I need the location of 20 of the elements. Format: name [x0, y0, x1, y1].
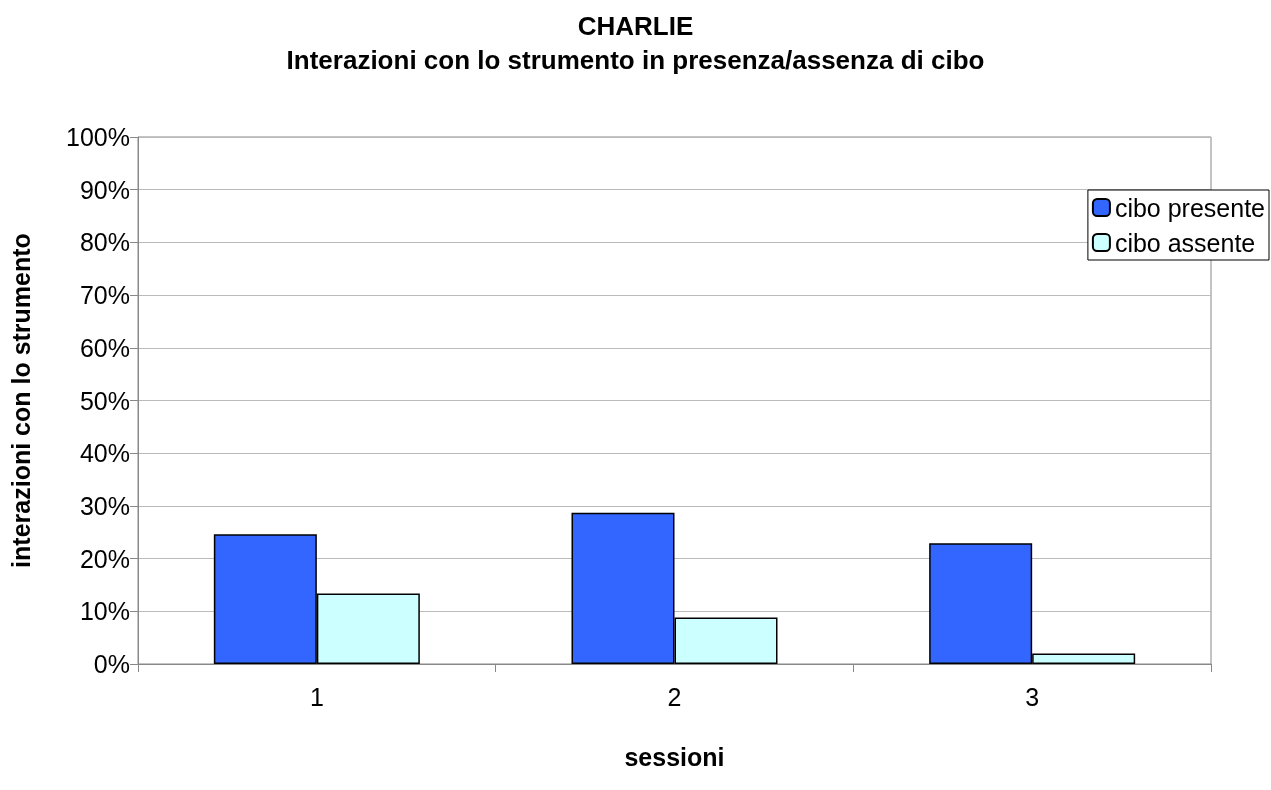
chart-subtitle: Interazioni con lo strumento in presenza/assenza di cibo — [286, 45, 985, 75]
y-tick-label: 100% — [66, 123, 130, 151]
legend-label: cibo presente — [1114, 193, 1266, 222]
x-tick-label: 3 — [1025, 682, 1040, 711]
y-tick-label: 90% — [79, 175, 130, 204]
y-tick-label: 20% — [79, 544, 130, 573]
legend-label: cibo assente — [1114, 228, 1256, 257]
x-tick-label: 1 — [309, 682, 324, 711]
x-tick-label: 2 — [667, 682, 682, 711]
y-tick-label: 70% — [79, 281, 130, 310]
x-axis-title: sessioni — [624, 742, 725, 771]
y-tick-label: 0% — [93, 650, 130, 678]
y-tick-label: 60% — [79, 333, 130, 362]
y-tick-label: 30% — [79, 491, 130, 520]
y-tick-label: 40% — [79, 439, 130, 468]
y-tick-label: 80% — [79, 228, 130, 257]
y-tick-label: 10% — [79, 597, 130, 626]
y-axis-title: interazioni con lo strumento — [6, 233, 35, 568]
chart-title: CHARLIE — [577, 11, 694, 41]
y-tick-label: 50% — [79, 386, 130, 415]
